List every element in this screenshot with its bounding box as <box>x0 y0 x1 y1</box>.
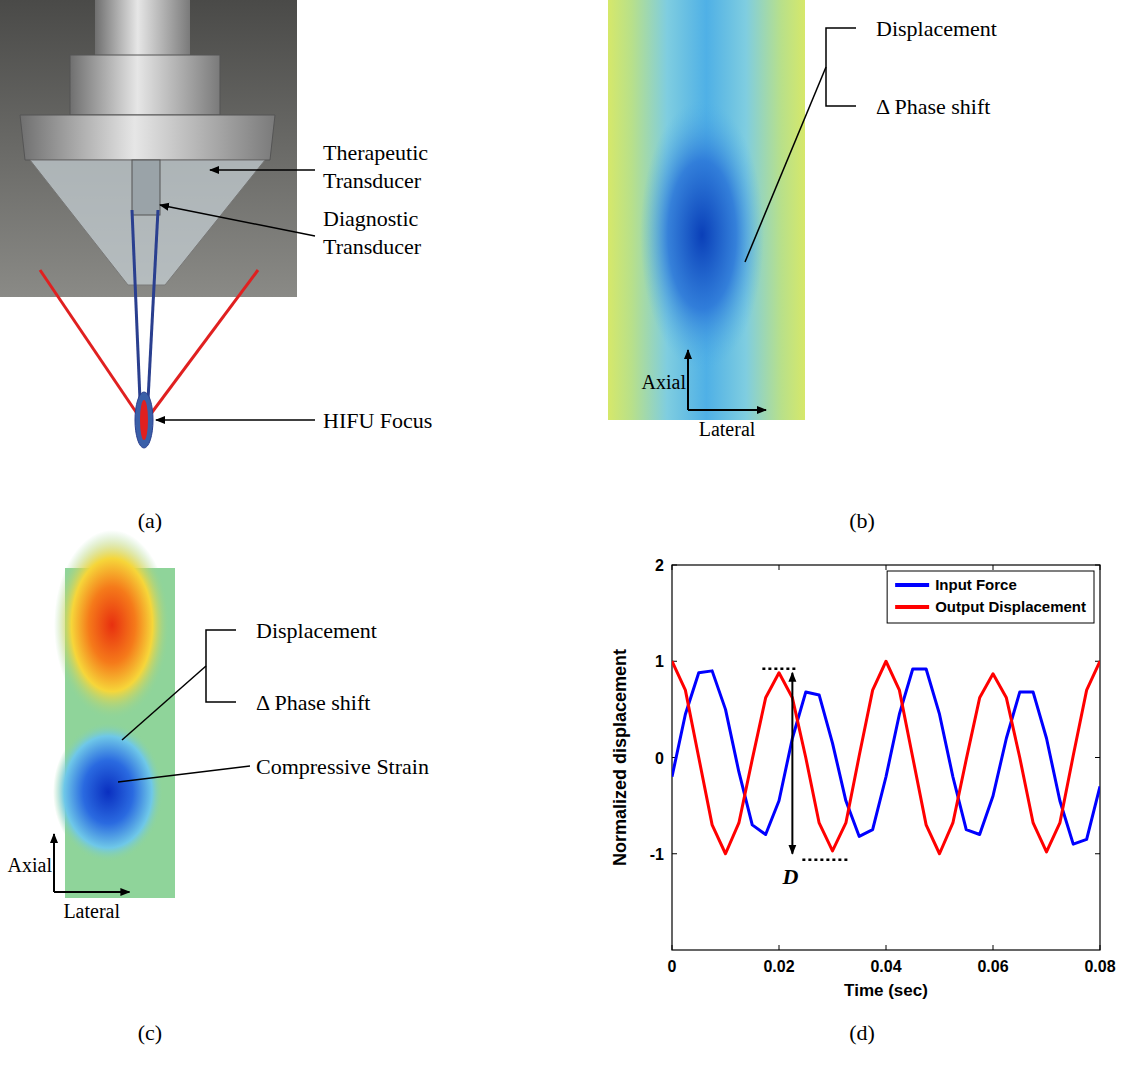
axis-arrow <box>53 834 55 892</box>
x-tick <box>672 945 673 950</box>
label: (b) <box>849 508 875 533</box>
displacement-region <box>54 530 170 720</box>
x-tick <box>779 565 780 570</box>
legend-box <box>887 571 1094 623</box>
focus-outer <box>135 392 153 448</box>
mount <box>95 0 190 60</box>
pointer <box>156 419 315 421</box>
y-tick-label: 2 <box>655 557 664 574</box>
x-axis-title: Time (sec) <box>844 981 928 1000</box>
panel-b <box>608 0 805 420</box>
double-arrow <box>791 673 793 854</box>
pointer <box>122 666 206 740</box>
beam <box>150 270 258 415</box>
label: Displacement <box>256 618 377 643</box>
beam <box>40 270 138 415</box>
axis-arrow <box>54 891 129 893</box>
water-cone <box>30 160 265 285</box>
dotted-line <box>802 859 850 862</box>
pointer <box>745 67 826 262</box>
y-tick <box>1095 565 1100 566</box>
figure: Therapeutic Transducer Diagnostic Transduce… <box>0 0 1130 1076</box>
x-tick-label: 0.02 <box>763 958 794 975</box>
transducer-housing <box>70 55 220 115</box>
heatmap <box>608 0 805 420</box>
annotation-text: D <box>781 864 798 889</box>
x-tick-label: 0.06 <box>977 958 1008 975</box>
panel-c <box>53 530 175 898</box>
label: Compressive Strain <box>256 754 429 779</box>
x-tick <box>779 945 780 950</box>
x-tick <box>993 945 994 950</box>
text-line: Therapeutic <box>323 140 428 165</box>
y-tick <box>672 853 677 854</box>
label: (a) <box>138 508 162 533</box>
plot-frame <box>672 565 1100 950</box>
x-tick-label: 0.04 <box>870 958 901 975</box>
x-tick <box>993 565 994 570</box>
label: HIFU Focus <box>323 408 432 433</box>
series-line <box>672 661 1100 854</box>
photo-background <box>0 0 297 297</box>
text-line: Transducer <box>323 234 422 259</box>
label: Therapeutic Transducer <box>323 140 428 193</box>
transducer-rim <box>20 115 275 160</box>
displacement-region <box>640 100 764 370</box>
legend-key <box>895 605 929 609</box>
text-line: Transducer <box>323 168 422 193</box>
dotted-line <box>762 668 798 671</box>
axis-arrow <box>687 350 689 410</box>
y-tick <box>1095 757 1100 758</box>
strain-region <box>53 722 163 862</box>
x-tick-label: 0 <box>668 958 677 975</box>
beam <box>148 210 158 400</box>
pointer <box>118 766 250 782</box>
axis-arrow <box>688 409 766 411</box>
y-tick <box>1095 853 1100 854</box>
pointer <box>160 205 315 236</box>
label: (c) <box>138 1020 162 1045</box>
annotation: D <box>762 669 850 889</box>
label: Displacement <box>876 16 997 41</box>
label: Diagnostic Transducer <box>323 206 422 259</box>
legend: Input Force Output Displacement <box>887 571 1094 623</box>
legend-key <box>895 583 929 587</box>
axis-title: Lateral <box>63 900 120 922</box>
legend-label: Output Displacement <box>935 598 1086 615</box>
axis-title: Axial <box>642 371 687 393</box>
x-tick <box>886 565 887 570</box>
label: (d) <box>849 1020 875 1045</box>
x-tick <box>1100 565 1101 570</box>
label: Δ Phase shift <box>876 94 990 119</box>
text-line: Diagnostic <box>323 206 419 231</box>
beam <box>132 210 140 400</box>
x-tick <box>672 565 673 570</box>
x-tick <box>1100 945 1101 950</box>
bracket <box>826 28 856 106</box>
x-tick-label: 0.08 <box>1084 958 1115 975</box>
series-line <box>672 669 1100 844</box>
legend-label: Input Force <box>935 576 1017 593</box>
bracket <box>206 630 236 702</box>
y-tick-label: -1 <box>650 846 664 863</box>
y-tick-label: 0 <box>655 750 664 767</box>
axis-title: Lateral <box>699 418 756 440</box>
label: Δ Phase shift <box>256 690 370 715</box>
diagnostic-probe <box>132 160 160 215</box>
axis-title: Axial <box>8 854 53 876</box>
pointer <box>210 169 315 171</box>
focus-inner <box>140 400 148 440</box>
series-group <box>672 661 1100 854</box>
y-tick-label: 1 <box>655 653 664 670</box>
y-axis-title: Normalized displacement <box>610 649 630 866</box>
x-tick <box>886 945 887 950</box>
panel-d: 0 0.02 0.04 0.06 0.08 -1 0 1 2 Time (sec) Normaliz… <box>610 557 1116 1000</box>
y-tick <box>672 565 677 566</box>
